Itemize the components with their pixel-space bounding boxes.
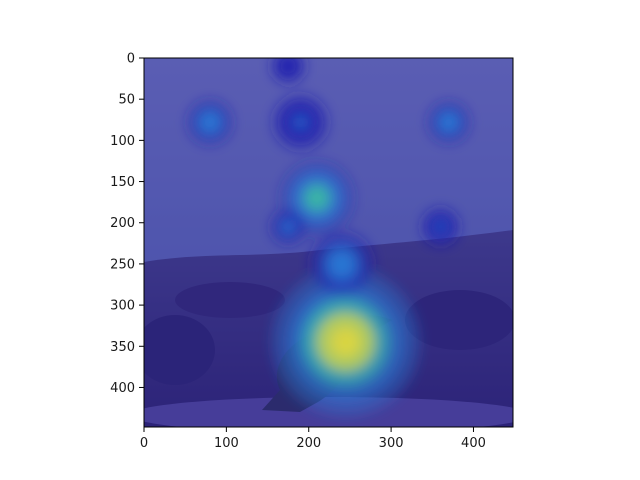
heat-hotspot (427, 100, 471, 144)
heat-ring (309, 190, 325, 206)
x-tick-label: 100 (214, 436, 239, 451)
heat-hotspot (271, 268, 420, 417)
x-tick-label: 0 (140, 436, 148, 451)
shrub-mid (175, 282, 285, 318)
heat-hotspot (270, 208, 307, 245)
heatmap-image (144, 58, 513, 427)
heat-hotspot (308, 230, 375, 297)
y-tick-label: 50 (118, 93, 135, 108)
y-tick-label: 0 (127, 52, 135, 67)
heat-overlay (186, 58, 471, 417)
heat-ring (444, 117, 454, 127)
heat-ring (294, 116, 307, 129)
heat-ring (335, 257, 349, 271)
y-tick-label: 250 (110, 257, 135, 272)
y-tick-label: 400 (110, 381, 135, 396)
axes-frame (143, 57, 514, 428)
y-tick-label: 100 (110, 134, 135, 149)
x-tick-label: 300 (379, 436, 404, 451)
x-axis: 0 100 200 300 400 (140, 427, 486, 451)
y-tick-label: 150 (110, 175, 135, 190)
heat-hotspot (420, 207, 461, 247)
x-tick-label: 400 (461, 436, 486, 451)
y-axis: 0 50 100 150 200 250 300 350 400 (110, 52, 144, 396)
heat-hotspot (186, 99, 233, 146)
heat-ring (436, 222, 445, 231)
shrub-left (144, 315, 215, 385)
heat-ring (284, 223, 292, 231)
y-tick-label: 200 (110, 216, 135, 231)
y-tick-label: 350 (110, 340, 135, 355)
x-tick-label: 200 (296, 436, 321, 451)
y-tick-label: 300 (110, 299, 135, 314)
heat-ring (205, 117, 215, 127)
heat-ring (284, 62, 292, 70)
heat-ring (330, 327, 361, 357)
heat-hotspot (270, 58, 307, 85)
shrub-right (405, 290, 513, 350)
heat-hotspot (271, 93, 330, 152)
